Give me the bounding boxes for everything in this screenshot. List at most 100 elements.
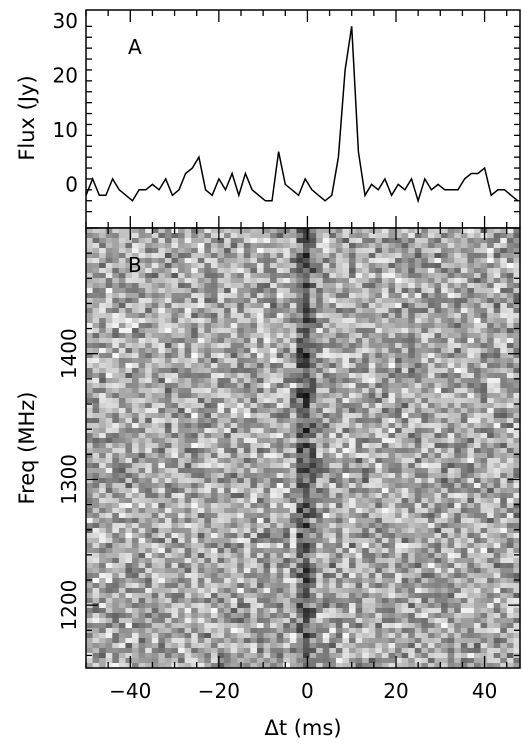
heatmap-cell — [362, 238, 370, 244]
heatmap-cell — [263, 263, 271, 269]
heatmap-cell — [322, 473, 330, 479]
heatmap-cell — [145, 418, 153, 424]
heatmap-cell — [118, 403, 127, 409]
heatmap-cell — [243, 548, 251, 554]
heatmap-cell — [441, 533, 449, 539]
heatmap-cell — [256, 368, 265, 374]
heatmap-cell — [395, 533, 403, 539]
heatmap-cell — [434, 383, 442, 389]
heatmap-cell — [151, 288, 159, 294]
heatmap-cell — [132, 228, 140, 234]
heatmap-cell — [86, 418, 94, 424]
heatmap-cell — [487, 313, 495, 319]
heatmap-cell — [125, 598, 133, 604]
heatmap-cell — [158, 258, 166, 264]
heatmap-cell — [296, 483, 304, 489]
heatmap-cell — [164, 568, 173, 574]
heatmap-cell — [401, 228, 409, 234]
heatmap-cell — [184, 278, 192, 284]
heatmap-cell — [204, 348, 212, 354]
heatmap-cell — [184, 283, 192, 289]
heatmap-cell — [441, 473, 449, 479]
heatmap-cell — [283, 553, 291, 559]
heatmap-cell — [256, 588, 265, 594]
heatmap-cell — [309, 448, 317, 454]
heatmap-cell — [112, 598, 120, 604]
heatmap-cell — [401, 478, 409, 484]
heatmap-cell — [197, 313, 205, 319]
heatmap-cell — [441, 523, 449, 529]
heatmap-cell — [408, 308, 416, 314]
heatmap-cell — [362, 533, 370, 539]
heatmap-cell — [230, 558, 238, 564]
heatmap-cell — [408, 498, 416, 504]
heatmap-cell — [395, 398, 403, 404]
heatmap-cell — [493, 473, 501, 479]
heatmap-cell — [421, 523, 429, 529]
heatmap-cell — [217, 453, 225, 459]
heatmap-cell — [421, 378, 429, 384]
heatmap-cell — [322, 333, 330, 339]
heatmap-cell — [500, 413, 508, 419]
heatmap-cell — [204, 473, 212, 479]
heatmap-cell — [375, 583, 383, 589]
heatmap-cell — [381, 268, 390, 274]
heatmap-cell — [256, 423, 265, 429]
heatmap-cell — [250, 443, 258, 449]
heatmap-cell — [349, 563, 357, 569]
heatmap-cell — [388, 313, 396, 319]
heatmap-cell — [256, 443, 265, 449]
heatmap-cell — [408, 313, 416, 319]
heatmap-cell — [296, 238, 304, 244]
heatmap-cell — [506, 283, 515, 289]
heatmap-cell — [513, 238, 521, 244]
heatmap-cell — [105, 583, 113, 589]
heatmap-cell — [500, 228, 508, 234]
heatmap-cell — [342, 358, 350, 364]
heatmap-cell — [138, 358, 146, 364]
heatmap-cell — [480, 538, 488, 544]
heatmap-cell — [217, 438, 225, 444]
heatmap-cell — [388, 273, 396, 279]
heatmap-cell — [132, 418, 140, 424]
heatmap-cell — [427, 373, 436, 379]
heatmap-cell — [473, 368, 482, 374]
heatmap-cell — [105, 508, 113, 514]
heatmap-cell — [467, 538, 475, 544]
heatmap-cell — [164, 243, 173, 249]
heatmap-cell — [138, 258, 146, 264]
heatmap-cell — [355, 573, 363, 579]
heatmap-cell — [86, 313, 94, 319]
heatmap-cell — [447, 273, 455, 279]
heatmap-cell — [513, 378, 521, 384]
heatmap-cell — [263, 408, 271, 414]
heatmap-cell — [105, 303, 113, 309]
heatmap-cell — [368, 578, 376, 584]
heatmap-cell — [316, 233, 324, 239]
heatmap-cell — [303, 238, 311, 244]
heatmap-cell — [217, 338, 225, 344]
heatmap-cell — [296, 363, 304, 369]
heatmap-cell — [500, 258, 508, 264]
heatmap-cell — [335, 303, 344, 309]
heatmap-cell — [395, 508, 403, 514]
heatmap-cell — [151, 258, 159, 264]
heatmap-cell — [112, 518, 120, 524]
heatmap-cell — [164, 583, 173, 589]
heatmap-cell — [395, 588, 403, 594]
heatmap-cell — [138, 413, 146, 419]
heatmap-cell — [487, 468, 495, 474]
heatmap-cell — [454, 498, 462, 504]
heatmap-cell — [480, 263, 488, 269]
heatmap-cell — [375, 473, 383, 479]
heatmap-cell — [178, 228, 186, 234]
heatmap-cell — [395, 393, 403, 399]
heatmap-cell — [237, 598, 245, 604]
heatmap-cell — [434, 398, 442, 404]
heatmap-cell — [322, 413, 330, 419]
heatmap-cell — [296, 243, 304, 249]
heatmap-cell — [414, 548, 422, 554]
heatmap-cell — [256, 258, 265, 264]
heatmap-cell — [329, 398, 337, 404]
heatmap-cell — [99, 383, 107, 389]
